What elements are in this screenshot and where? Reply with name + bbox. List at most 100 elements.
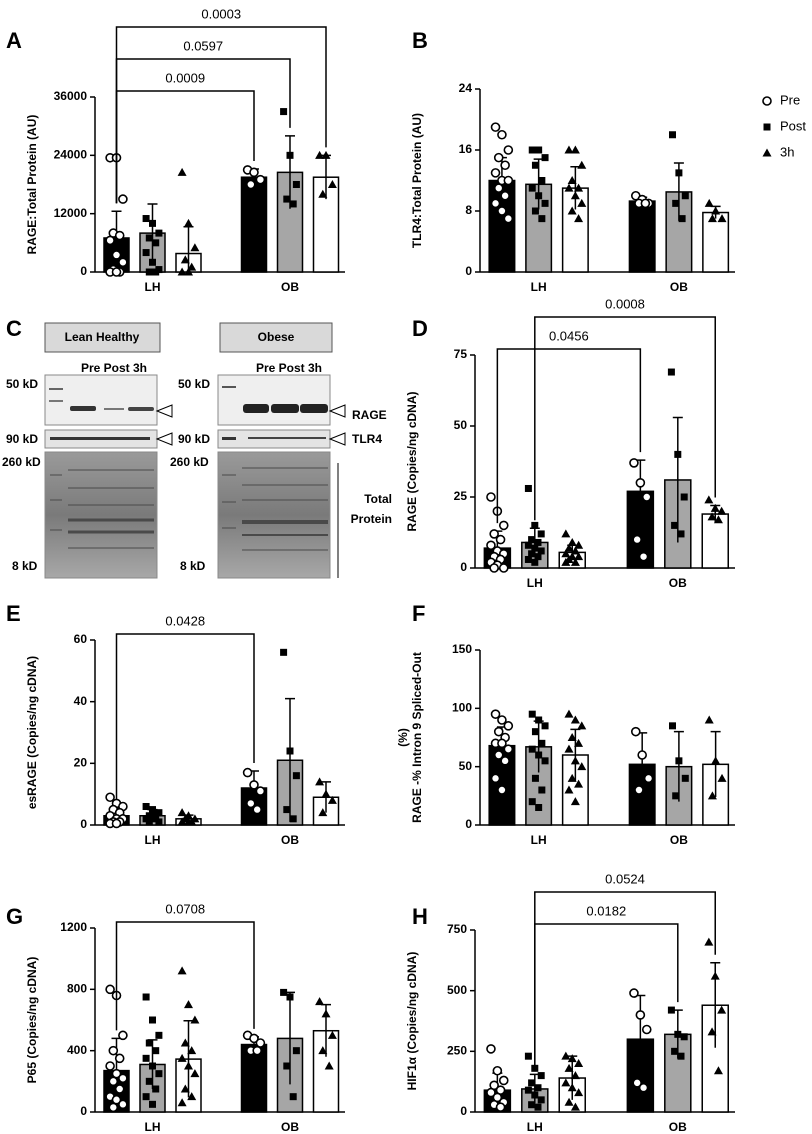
data-point (669, 722, 676, 730)
data-point (497, 738, 507, 749)
data-point (283, 806, 291, 814)
data-point (493, 750, 504, 760)
gel-image (217, 451, 331, 579)
data-point (680, 493, 688, 501)
data-point (184, 218, 193, 227)
data-point (152, 1047, 160, 1055)
data-point (538, 786, 546, 794)
error-bar (672, 416, 683, 543)
data-point (711, 756, 721, 765)
p-value-label: 0.0597 (183, 38, 223, 53)
data-point (541, 154, 549, 162)
data-point (321, 150, 331, 159)
data-point (564, 145, 574, 154)
data-point (637, 750, 647, 760)
y-axis-label: (%) (396, 728, 410, 747)
data-point (289, 1093, 297, 1101)
y-tick-label: 24000 (54, 148, 88, 162)
data-point (574, 540, 584, 549)
data-point (704, 937, 714, 946)
data-point (318, 1046, 328, 1055)
data-point (249, 1033, 259, 1044)
data-point (249, 780, 259, 790)
error-bar (710, 730, 721, 797)
data-point (674, 450, 682, 458)
data-point (152, 1085, 160, 1093)
group-box (219, 322, 333, 353)
data-point (574, 183, 584, 192)
y-tick-label: 0 (465, 817, 472, 831)
data-point (184, 1000, 193, 1009)
band (128, 407, 154, 411)
group-label: Lean Healthy (65, 330, 140, 344)
data-point (677, 1052, 685, 1060)
data-point (632, 534, 642, 545)
data-point (704, 198, 714, 207)
data-point (490, 709, 501, 719)
x-tick-label: OB (281, 280, 299, 294)
data-point (184, 1061, 193, 1070)
data-point (641, 1024, 652, 1035)
data-point (534, 1084, 542, 1092)
legend-label: Post (780, 118, 806, 133)
data-point (630, 726, 641, 737)
data-point (111, 250, 122, 260)
panel-letter: H (412, 904, 428, 929)
data-point (680, 1033, 688, 1041)
data-point (531, 544, 539, 552)
data-point (497, 785, 507, 795)
data-point (149, 219, 156, 227)
blot-image (44, 374, 158, 426)
p-value-label: 0.0003 (201, 6, 241, 21)
data-point (142, 993, 150, 1001)
y-tick-label: 100 (452, 701, 472, 715)
data-point (570, 546, 580, 555)
data-point (142, 1054, 150, 1062)
data-point (671, 1047, 679, 1055)
gel-bands (222, 467, 328, 551)
data-point (528, 550, 536, 558)
data-point (108, 1102, 119, 1113)
data-point (672, 792, 680, 800)
data-point (528, 798, 536, 806)
data-point (535, 804, 543, 811)
data-point (535, 716, 543, 724)
data-point (528, 1101, 536, 1109)
panel-letter: E (6, 601, 21, 626)
data-point (531, 728, 539, 736)
data-point (528, 146, 536, 154)
y-axis-label: HIF1α (Copies/ng cDNA) (405, 952, 419, 1091)
data-point (152, 268, 160, 276)
data-point (142, 803, 150, 810)
significance-bracket (534, 923, 679, 1067)
data-point (184, 817, 193, 826)
marker-label: 50 kD (6, 377, 38, 391)
data-point (177, 167, 187, 176)
data-point (187, 1092, 197, 1101)
y-tick-label: 0 (460, 1104, 467, 1118)
data-point (643, 773, 654, 784)
data-point (564, 709, 574, 718)
data-point (283, 195, 291, 203)
data-point (704, 495, 714, 504)
data-point (249, 167, 259, 178)
data-point (503, 175, 514, 186)
data-point (537, 1096, 545, 1104)
data-point (574, 552, 584, 561)
data-point (675, 757, 683, 765)
data-point (497, 206, 507, 216)
data-point (634, 785, 644, 795)
panel-letter: F (412, 601, 425, 626)
p-value-label: 0.0428 (165, 613, 205, 628)
data-point (669, 131, 676, 139)
data-point (255, 1038, 266, 1048)
data-point (531, 161, 539, 169)
panel-letter: A (6, 28, 22, 53)
data-point (292, 1047, 300, 1055)
marker-label: 50 kD (178, 377, 210, 391)
data-point (577, 160, 587, 169)
data-point (567, 206, 577, 215)
y-tick-label: 60 (74, 632, 88, 646)
data-point (561, 549, 571, 558)
